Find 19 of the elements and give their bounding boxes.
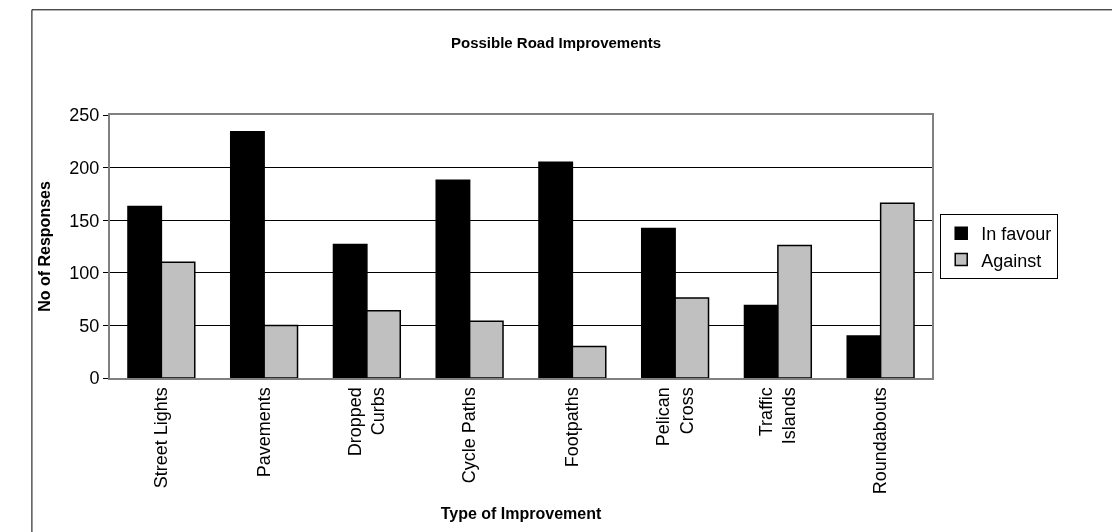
y-tick-label: 100 <box>69 263 100 284</box>
x-tick-label: Pelican Cross <box>653 387 697 447</box>
y-tick-label: 200 <box>69 157 100 178</box>
x-tick-label: Street Lights <box>151 387 172 489</box>
y-tick-label: 250 <box>69 105 100 126</box>
y-tick-label: 0 <box>89 368 100 389</box>
chart-title: Possible Road Improvements <box>450 33 662 51</box>
x-tick-label: Footpaths <box>562 387 583 468</box>
x-tick-label: Pavements <box>253 387 274 478</box>
y-axis-title: No of Responses <box>35 181 53 312</box>
y-tick-label: 150 <box>69 210 100 231</box>
x-tick-label: Cycle Paths <box>459 387 480 484</box>
y-tick-label: 50 <box>79 315 100 336</box>
x-tick-label: Dropped Curbs <box>345 387 389 457</box>
legend-label: Against <box>981 250 1042 271</box>
x-axis-title: Type of Improvement <box>440 505 602 523</box>
x-tick-label: Roundabouts <box>870 387 891 495</box>
x-tick-label: Traffic Islands <box>756 387 800 445</box>
legend-label: In favour <box>981 224 1052 245</box>
